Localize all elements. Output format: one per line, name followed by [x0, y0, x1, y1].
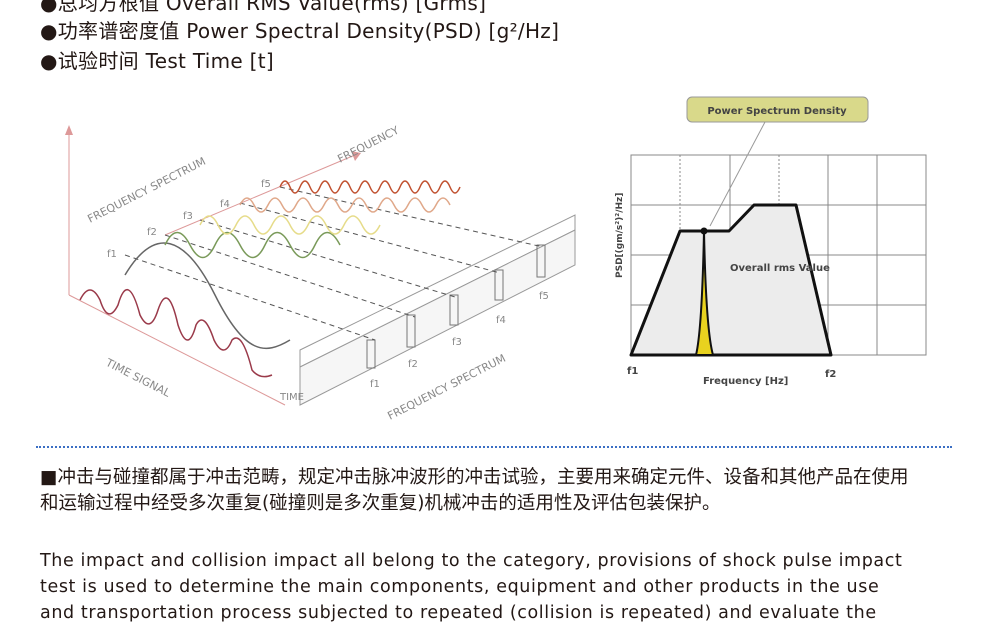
y-axis-label: PSD[(gm/s²)²/Hz]: [615, 193, 625, 278]
label-f3-wave: f3: [183, 211, 193, 222]
spectrum-box-front: [299, 229, 576, 406]
label-f2-bar: f2: [408, 359, 418, 370]
bullet-test-time: ●试验时间 Test Time [t]: [40, 49, 275, 73]
label-time: TIME: [279, 392, 304, 403]
psd-chart: Power Spectrum Density Overall rms Value…: [615, 96, 927, 387]
paragraph-english-line: test is used to determine the main compo…: [40, 577, 880, 597]
label-f2-wave: f2: [147, 227, 157, 238]
paragraph-english: The impact and collision impact all belo…: [40, 548, 920, 626]
paragraph-english-line: and transportation process subjected to …: [40, 603, 877, 623]
psd-profile: [629, 203, 833, 357]
arrow-icon: [351, 151, 361, 161]
wave-f4: [239, 197, 451, 213]
wave-f3: [199, 215, 381, 235]
spectrum-bar-f3: [449, 294, 459, 326]
bullet-psd: ●功率谱密度值 Power Spectral Density(PSD) [g²/…: [40, 19, 560, 43]
spectrum-box-top: [299, 214, 576, 368]
label-f4-wave: f4: [220, 199, 230, 210]
spectrum-bar-f2: [406, 314, 416, 348]
frequency-axis: [164, 154, 356, 236]
time-signal-wave: [79, 289, 273, 378]
arrow-icon: [65, 125, 73, 135]
label-f1-bar: f1: [370, 379, 380, 390]
area-label: Overall rms Value: [730, 263, 830, 274]
paragraph-chinese: ■冲击与碰撞都属于冲击范畴，规定冲击脉冲波形的冲击试验，主要用来确定元件、设备和…: [40, 467, 909, 514]
label-time-signal: TIME SIGNAL: [103, 356, 173, 400]
label-f1-wave: f1: [107, 249, 117, 260]
f2-label: f2: [825, 369, 836, 380]
wave-f1: [124, 242, 291, 349]
f1-label: f1: [627, 366, 638, 377]
frequency-spectrum-diagram: FREQUENCY SPECTRUM FREQUENCY TIME SIGNAL…: [65, 124, 576, 423]
label-f5-bar: f5: [539, 291, 549, 302]
label-f3-bar: f3: [452, 337, 462, 348]
label-f4-bar: f4: [496, 315, 506, 326]
bullet-overall-rms: ●总均方根值 Overall RMS Value(rms) [Grms]: [40, 0, 487, 15]
label-frequency-spectrum-bottom: FREQUENCY SPECTRUM: [385, 352, 507, 423]
callout-box: [686, 96, 869, 123]
wave-f2: [164, 231, 341, 259]
callout-arrow: [709, 121, 766, 227]
time-axis: [68, 294, 286, 406]
label-frequency: FREQUENCY: [335, 124, 401, 166]
dotted-divider: [36, 446, 952, 448]
spectrum-bar-f5: [536, 244, 546, 278]
x-axis-label: Frequency [Hz]: [703, 376, 788, 387]
psd-point: [700, 227, 708, 235]
paragraph-english-line: The impact and collision impact all belo…: [40, 551, 903, 571]
callout-label: Power Spectrum Density: [707, 106, 847, 117]
spectrum-bar-f1: [366, 339, 376, 369]
label-f5-wave: f5: [261, 179, 271, 190]
spectrum-bar-f4: [494, 269, 504, 301]
wave-f5: [279, 180, 461, 194]
